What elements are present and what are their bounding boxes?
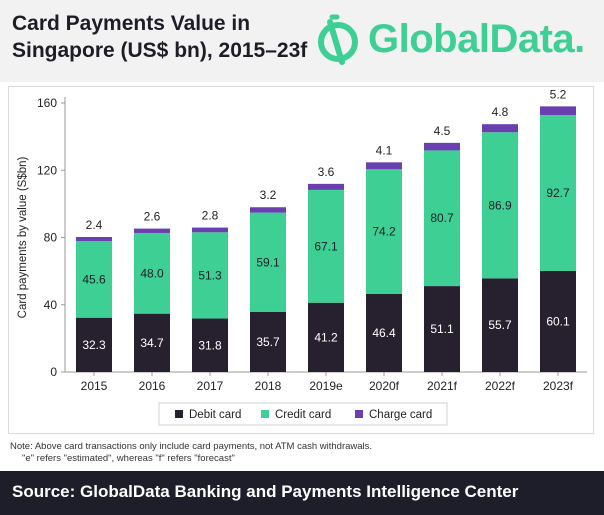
x-tick-label: 2015	[81, 379, 108, 393]
bar-segment-debit	[482, 278, 518, 372]
data-label-credit: 86.9	[488, 198, 512, 212]
legend-label-debit: Debit card	[189, 409, 241, 421]
x-tick-label: 2017	[197, 379, 224, 393]
y-tick-label: 0	[50, 365, 57, 379]
data-label-debit: 46.4	[372, 326, 396, 340]
bar-segment-credit	[308, 189, 344, 303]
data-label-charge: 4.1	[376, 143, 393, 157]
x-tick-label: 2021f	[427, 379, 458, 393]
data-label-charge: 5.2	[550, 87, 567, 101]
header: Card Payments Value in Singapore (US$ bn…	[0, 0, 604, 82]
bar-segment-charge	[308, 183, 344, 190]
bar-segment-credit	[250, 212, 286, 312]
bar-segment-credit	[134, 232, 170, 314]
data-label-credit: 45.6	[82, 272, 106, 286]
legend-label-credit: Credit card	[275, 409, 331, 421]
data-label-charge: 4.8	[492, 105, 509, 119]
y-tick-label: 120	[37, 163, 57, 177]
legend-box	[158, 402, 448, 426]
legend-label-charge: Charge card	[369, 409, 432, 421]
data-label-debit: 41.2	[314, 330, 338, 344]
note-line-1: Note: Above card transactions only inclu…	[10, 441, 373, 452]
bar-segment-debit	[76, 317, 112, 372]
data-label-charge: 3.6	[318, 165, 335, 179]
bar-segment-charge	[134, 228, 170, 233]
data-label-credit: 80.7	[430, 211, 454, 225]
bar-segment-debit	[134, 313, 170, 372]
x-tick-label: 2018	[255, 379, 282, 393]
data-label-debit: 60.1	[546, 314, 570, 328]
x-tick-label: 2016	[139, 379, 166, 393]
logo-text: GlobalData.	[368, 17, 585, 61]
y-tick-label: 80	[44, 231, 58, 245]
x-tick-label: 2022f	[485, 379, 516, 393]
data-label-debit: 34.7	[140, 336, 164, 350]
bar-segment-credit	[424, 150, 460, 287]
data-label-credit: 74.2	[372, 225, 396, 239]
data-label-credit: 67.1	[314, 239, 338, 253]
legend-swatch-debit	[175, 410, 183, 418]
source-footer: Source: GlobalData Banking and Payments …	[0, 471, 604, 515]
bar-segment-debit	[540, 270, 576, 372]
data-label-debit: 51.1	[430, 322, 454, 336]
data-label-charge: 2.8	[202, 209, 219, 223]
x-tick-label: 2023f	[543, 379, 574, 393]
data-label-credit: 59.1	[256, 255, 280, 269]
bar-segment-debit	[424, 286, 460, 372]
chart-note: Note: Above card transactions only inclu…	[10, 441, 600, 465]
data-label-credit: 48.0	[140, 266, 164, 280]
bar-segment-debit	[308, 302, 344, 372]
title-line-2: Singapore (US$ bn), 2015–23f	[12, 39, 308, 62]
y-axis-label: Card payments by value (S$bn)	[17, 156, 29, 318]
x-tick-label: 2019e	[309, 379, 343, 393]
stacked-bar-chart: 0 40 80 120 160 Card payments by value (S$bn)…	[17, 87, 587, 426]
bar-segment-charge	[540, 106, 576, 116]
globaldata-logo: GlobalData.	[312, 14, 602, 66]
data-label-charge: 3.2	[260, 188, 277, 202]
bar-segment-charge	[250, 207, 286, 213]
bar-segment-credit	[540, 115, 576, 271]
bar-segment-credit	[76, 241, 112, 318]
bar-segment-debit	[250, 311, 286, 372]
bar-segment-charge	[482, 124, 518, 133]
bar-segment-debit	[192, 318, 228, 372]
bar-segment-credit	[366, 169, 402, 294]
bar-segment-charge	[192, 227, 228, 233]
title-line-1: Card Payments Value in	[12, 12, 251, 35]
bar-segment-charge	[366, 162, 402, 170]
bar-segment-charge	[424, 142, 460, 151]
note-line-2: "e" refers "estimated", whereas "f" refe…	[22, 453, 235, 464]
source-text: Source: GlobalData Banking and Payments …	[12, 482, 519, 501]
y-tick-label: 40	[44, 298, 58, 312]
legend-swatch-credit	[261, 410, 269, 418]
x-tick-label: 2020f	[369, 379, 400, 393]
data-label-debit: 31.8	[198, 338, 222, 352]
chart-title: Card Payments Value in Singapore (US$ bn…	[12, 10, 332, 64]
data-label-debit: 32.3	[82, 338, 106, 352]
y-tick-label: 160	[37, 96, 57, 110]
bar-segment-charge	[76, 236, 112, 242]
legend-swatch-charge	[355, 410, 363, 418]
data-label-charge: 2.4	[86, 218, 103, 232]
data-label-charge: 2.6	[144, 210, 161, 224]
data-label-credit: 51.3	[198, 268, 222, 282]
data-label-charge: 4.5	[434, 124, 451, 138]
bar-segment-credit	[482, 132, 518, 279]
data-label-debit: 35.7	[256, 335, 280, 349]
data-label-debit: 55.7	[488, 318, 512, 332]
chart-panel: 0 40 80 120 160 Card payments by value (S$bn)…	[8, 86, 594, 434]
data-label-credit: 92.7	[546, 186, 570, 200]
bar-segment-debit	[366, 293, 402, 372]
globaldata-logo-icon	[318, 14, 358, 65]
bar-segment-credit	[192, 232, 228, 319]
